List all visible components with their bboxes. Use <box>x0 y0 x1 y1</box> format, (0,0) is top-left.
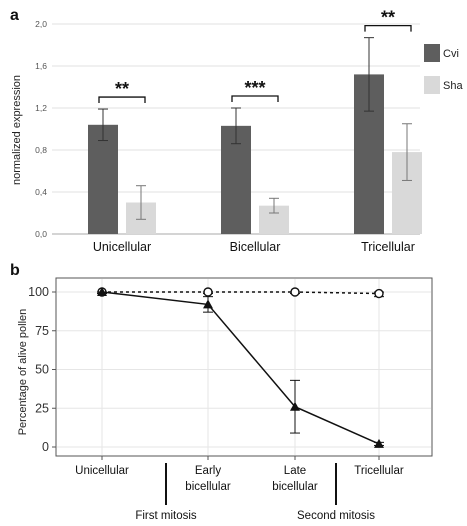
chart-b-y-tick-label: 0 <box>42 440 49 454</box>
significance-marker: ** <box>115 79 129 99</box>
chart-b-gridlines <box>57 279 431 460</box>
chart-a-y-tick-label: 0,4 <box>35 187 47 197</box>
chart-b-category-label: Late bicellular <box>272 465 318 493</box>
chart-b-category-label: Early bicellular <box>185 465 231 493</box>
chart-b-y-tick-label: 25 <box>35 401 49 415</box>
bar-cvi-unicellular <box>88 124 118 234</box>
legend-swatch-cvi <box>424 44 440 62</box>
chart-a-y-ticks: 0,0 0,4 0,8 1,2 1,6 2,0 <box>35 19 47 239</box>
significance-marker: ** <box>381 8 395 28</box>
chart-a-y-tick-label: 1,2 <box>35 103 47 113</box>
significance-bracket <box>364 25 412 32</box>
point-open-circle <box>203 287 213 297</box>
legend-label-cvi: Cvi <box>443 48 459 60</box>
chart-a-categories: Unicellular Bicellular Tricellular <box>93 240 415 254</box>
significance-bracket <box>98 96 146 104</box>
chart-a-bars <box>88 37 422 235</box>
chart-b-y-ticks: 0 25 50 75 100 <box>28 285 56 454</box>
point-filled-triangle <box>290 401 300 411</box>
chart-b-categories: Unicellular Early bicellular Late bicellular… <box>75 465 404 493</box>
chart-b-y-tick-label: 50 <box>35 363 49 377</box>
chart-b-y-tick-label: 75 <box>35 324 49 338</box>
legend-label-sha: Sha <box>443 80 463 92</box>
chart-a-significance: ** ***** <box>98 8 412 104</box>
chart-b-y-tick-label: 100 <box>28 285 49 299</box>
point-open-circle <box>290 287 300 297</box>
chart-a-legend: Cvi Sha <box>424 44 463 94</box>
chart-a-y-tick-label: 0,8 <box>35 145 47 155</box>
legend-swatch-sha <box>424 76 440 94</box>
panel-a-label: a <box>10 7 19 24</box>
stage-separator-label: Second mitosis <box>297 510 375 522</box>
series-line-solid <box>101 291 380 445</box>
chart-a-ylabel: normalized expression <box>11 75 23 185</box>
significance-marker: *** <box>244 78 265 98</box>
chart-b-stage-separators: First mitosis Second mitosis <box>135 463 375 522</box>
series-line-dashed <box>102 291 380 295</box>
chart-b-category-label: Tricellular <box>354 465 404 477</box>
chart-b-plot-frame <box>55 277 433 457</box>
stage-separator-label: First mitosis <box>135 510 197 522</box>
chart-b-ylabel: Percentage of alive pollen <box>17 309 29 436</box>
chart-a-category-label: Unicellular <box>93 240 151 254</box>
chart-a-y-tick-label: 1,6 <box>35 61 47 71</box>
point-filled-triangle <box>97 287 107 296</box>
chart-a-y-tick-label: 0,0 <box>35 229 47 239</box>
point-filled-triangle <box>203 299 213 309</box>
chart-b-series <box>97 287 384 448</box>
chart-a-category-label: Bicellular <box>230 240 281 254</box>
significance-bracket <box>231 95 279 102</box>
point-filled-triangle <box>374 438 384 448</box>
chart-a-y-tick-label: 2,0 <box>35 19 47 29</box>
chart-b-category-label: Unicellular <box>75 465 129 477</box>
point-open-circle <box>374 288 384 299</box>
panel-b-label: b <box>10 262 20 279</box>
chart-a-category-label: Tricellular <box>361 240 415 254</box>
